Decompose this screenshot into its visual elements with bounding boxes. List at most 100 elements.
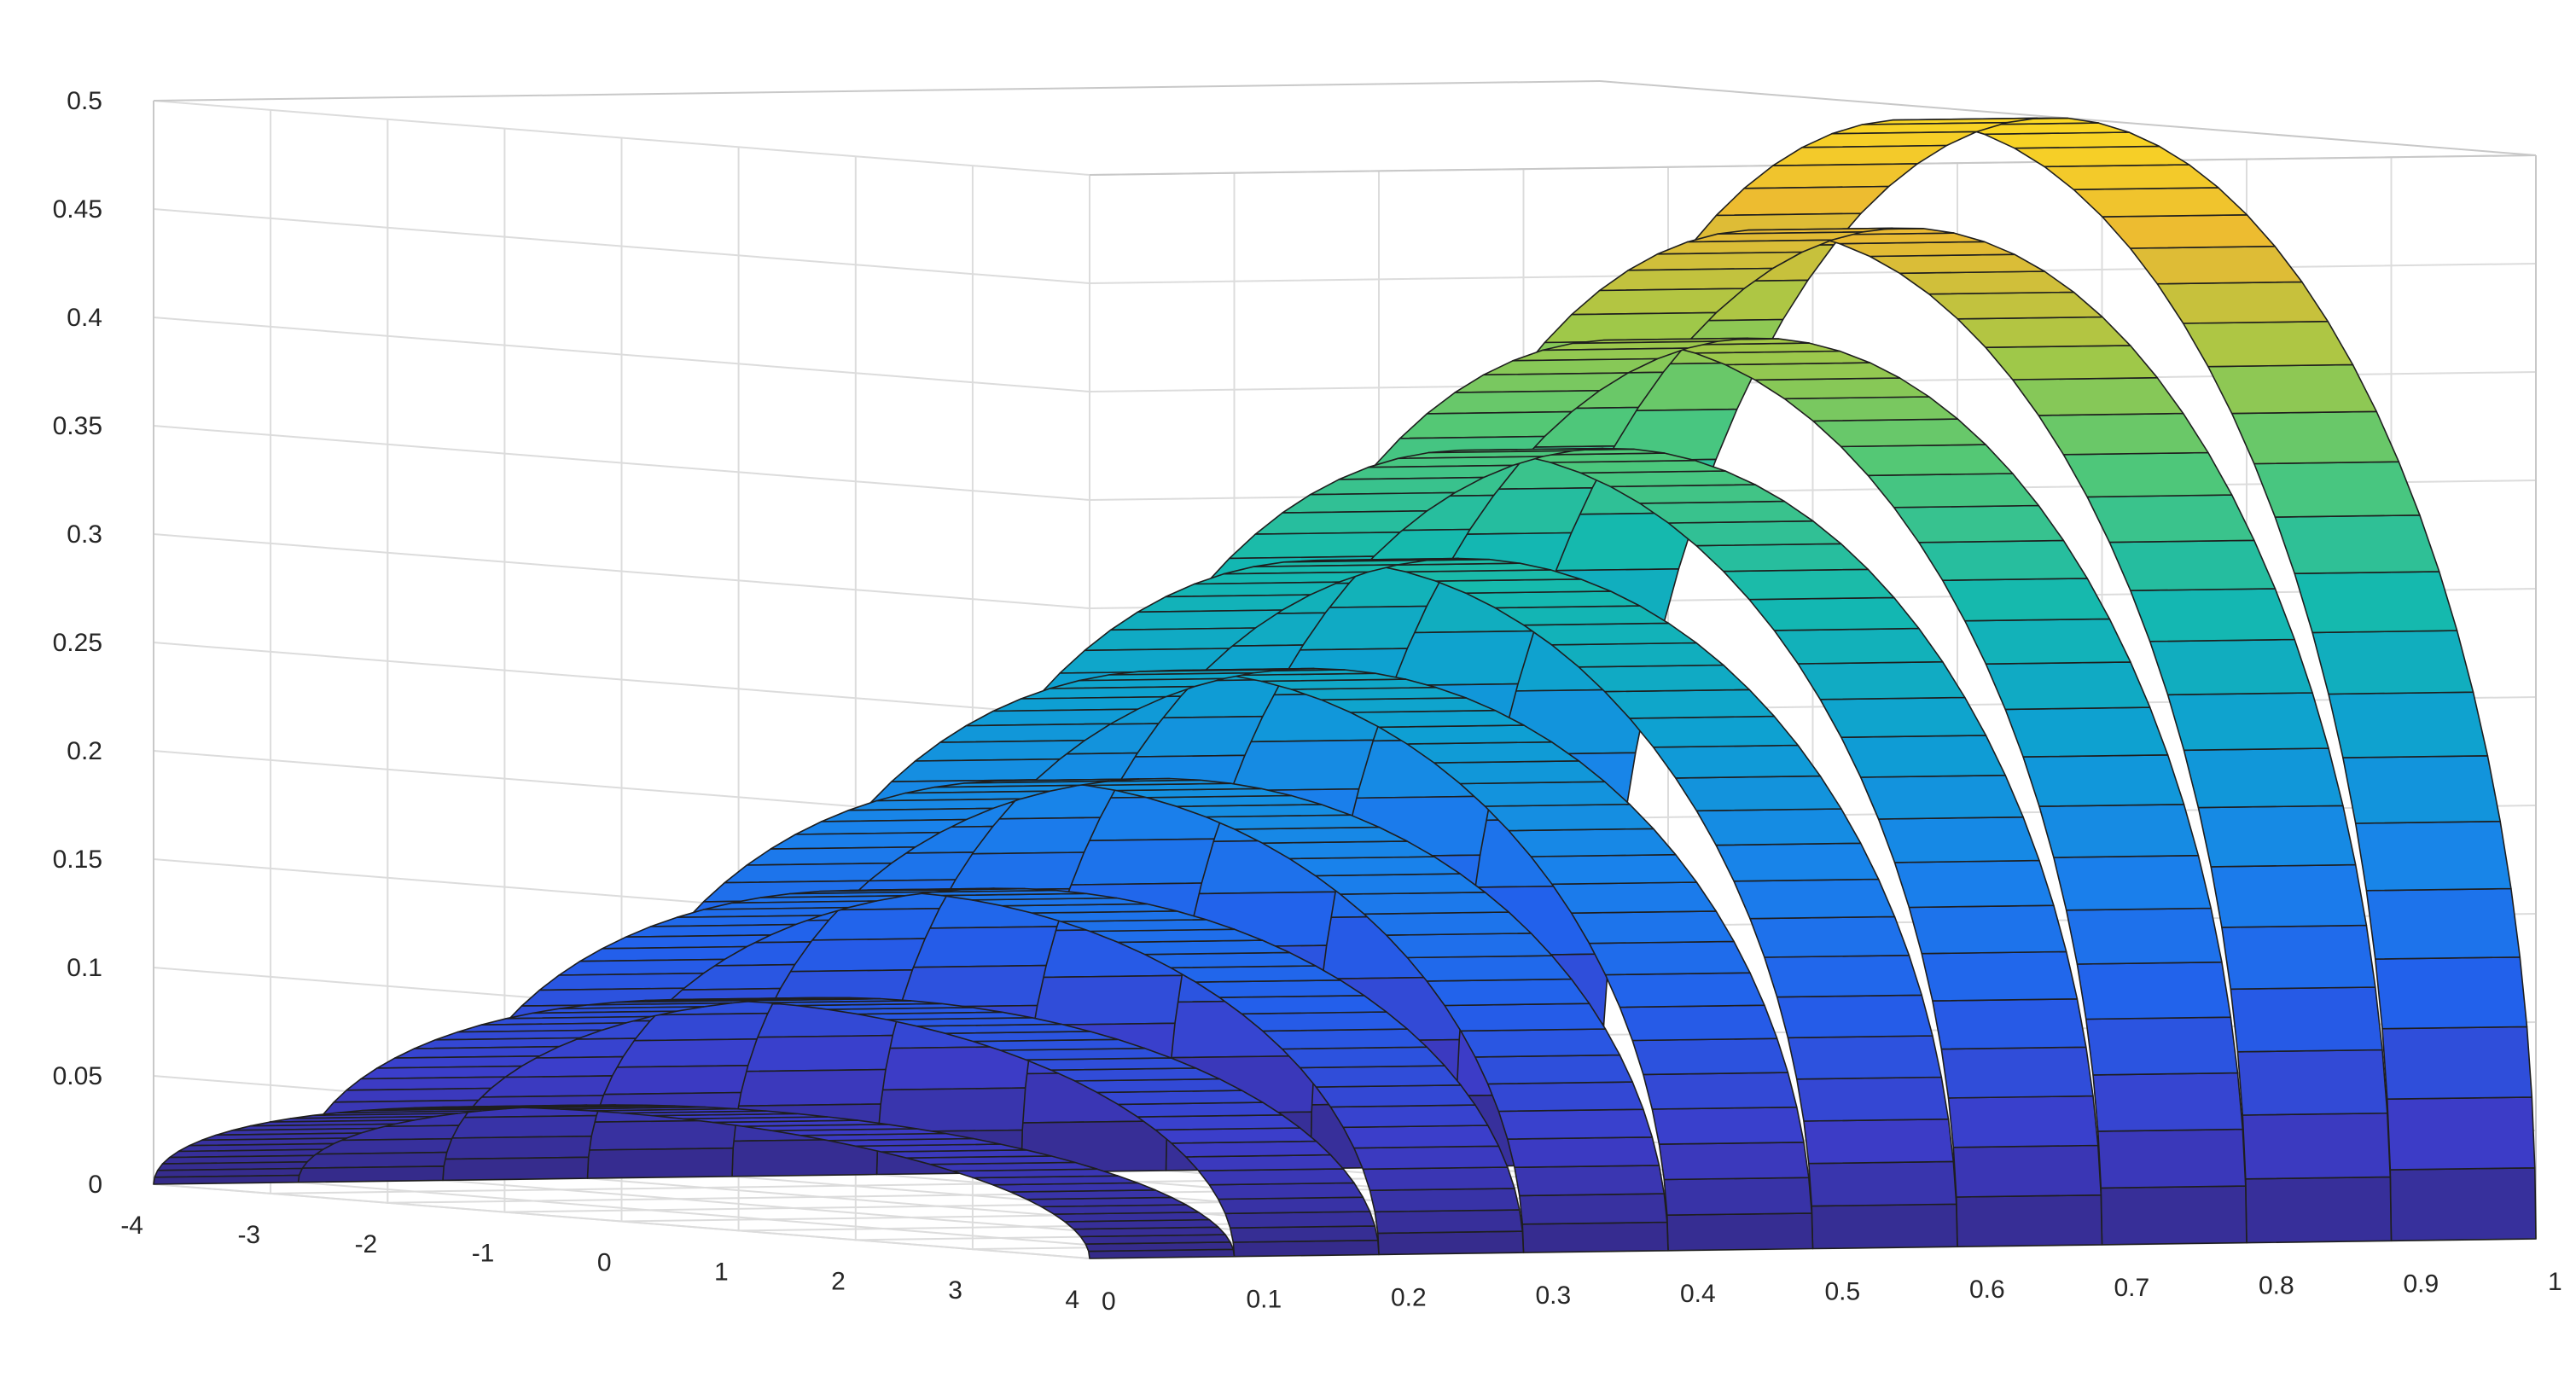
surface-strip-10-face — [1771, 144, 1948, 166]
surface-strip-2-face — [1185, 1154, 1344, 1171]
surface-strip-8-face — [1867, 473, 2039, 509]
surface-strip-9-face — [1571, 288, 1745, 316]
z-tick-label: 0.4 — [67, 304, 102, 332]
surface-strip-4-face — [724, 862, 893, 884]
surface-strip-6-face — [1652, 744, 1822, 779]
surface-strip-9-face — [1985, 345, 2159, 381]
surface-strip-10-face — [2044, 164, 2219, 190]
surface-strip-7-face — [1723, 568, 1895, 601]
surface-strip-10-face — [1715, 185, 1890, 217]
z-tick-label: 0.25 — [53, 629, 102, 657]
surface-strip-8-face — [1964, 618, 2131, 665]
tick-layer: 0 0.05 0.1 0.15 0.2 0.25 0.3 0.35 0.4 0.45 0.5 -4 -3… — [53, 87, 2562, 1316]
surface-strip-10-face — [2311, 630, 2474, 695]
surface-strip-5-face — [1663, 1177, 1813, 1216]
surface-strip-7-face — [1667, 520, 1842, 547]
surface-strip-9-face — [1957, 316, 2131, 349]
surface-strip-4-face — [1340, 892, 1509, 915]
grid-line-z — [153, 317, 2537, 393]
surface-strip-9-face — [2210, 863, 2368, 928]
surface-strip-3-face — [1315, 1084, 1476, 1108]
surface-strip-6-face — [1137, 594, 1311, 613]
surface-strip-9-face — [2062, 451, 2233, 498]
surface-strip-10-face — [2014, 145, 2190, 168]
surface-strip-9-face — [1598, 267, 1774, 292]
surface-strip-4-face — [1363, 911, 1532, 936]
surface-strip-2-face — [1171, 1140, 1332, 1158]
surface-strip-4-face — [586, 1147, 735, 1179]
surface-strip-3-face — [1374, 1209, 1524, 1235]
surface-strip-2-face — [1218, 1196, 1371, 1215]
surface-strip-7-face — [1773, 627, 1944, 665]
y-tick-label: 0.6 — [1969, 1276, 2005, 1304]
surface-strip-6-face — [1523, 622, 1697, 646]
surface-strip-5-face — [1378, 724, 1553, 745]
surface-strip-6-face — [1578, 664, 1750, 693]
surface-strip-7-face — [1579, 470, 1756, 488]
surface-strip-4-face — [1288, 856, 1461, 877]
surface-strip-7-face — [1940, 1046, 2094, 1099]
surface-strip-9-face — [2183, 747, 2344, 809]
y-tick-label: 0.3 — [1536, 1281, 1572, 1310]
surface-strip-10-face — [2365, 887, 2521, 960]
surface-strip-9-face — [2166, 692, 2329, 752]
surface-strip-8-face — [1724, 362, 1901, 381]
surface-strip-5-face — [1658, 1142, 1810, 1181]
axis-box-edge — [153, 80, 1601, 102]
surface-strip-5-face — [1666, 1212, 1814, 1252]
surface-strip-8-face — [1812, 418, 1986, 448]
surface-strip-6-face — [1715, 842, 1880, 882]
surface-strip-4-face — [587, 1119, 737, 1151]
surface-strip-8-face — [1985, 661, 2151, 711]
surface-strip-7-face — [1921, 950, 2079, 1002]
surface-strip-3-face — [1299, 1065, 1462, 1088]
surface-strip-6-face — [1550, 642, 1724, 668]
surface-strip-5-face — [1484, 803, 1654, 832]
surface-strip-4-face — [1406, 955, 1573, 982]
surface-strip-9-face — [2245, 1176, 2393, 1244]
surface-strip-9-face — [2236, 1049, 2388, 1116]
y-tick-label: 1 — [2548, 1268, 2562, 1296]
surface-strip-10-face — [2156, 281, 2329, 324]
z-tick-label: 0 — [88, 1171, 102, 1199]
surface-strip-7-face — [1797, 660, 1966, 700]
surface-strip-7-face — [1282, 491, 1456, 514]
surface-strip-6-face — [1603, 689, 1776, 719]
surface-strip-5-face — [1530, 853, 1698, 886]
surface-strip-10-face — [2207, 363, 2377, 415]
surface-strip-3-face — [1218, 995, 1387, 1015]
y-tick-label: 0 — [1102, 1287, 1116, 1316]
surface-strip-8-face — [1840, 444, 2014, 477]
surface-strip-10-face — [2381, 1026, 2533, 1100]
x-tick-label: -1 — [472, 1240, 495, 1268]
surface-strip-8-face — [2022, 753, 2185, 807]
surface-strip-5-face — [1350, 709, 1525, 729]
surface-strip-6-face — [1764, 954, 1922, 998]
surface-strip-5-face — [740, 1034, 893, 1072]
z-tick-label: 0.45 — [53, 195, 102, 224]
surface-strip-8-face — [1918, 539, 2088, 582]
surface-strip-6-face — [1749, 915, 1910, 958]
surface-strip-9-face — [2012, 376, 2184, 416]
surface-strip-8-face — [1426, 389, 1601, 415]
surface-strip-4-face — [1234, 826, 1408, 845]
surface-strip-10-face — [2389, 1167, 2537, 1242]
surface-strip-6-face — [1084, 627, 1257, 652]
surface-strip-6-face — [1787, 1035, 1943, 1080]
surface-strip-8-face — [2100, 1185, 2247, 1246]
surface-strip-9-face — [1899, 270, 2075, 295]
surface-strip-10-face — [2328, 691, 2489, 758]
surface-strip-9-face — [2130, 588, 2295, 642]
y-tick-label: 0.1 — [1247, 1286, 1282, 1314]
surface-strip-7-face — [1877, 816, 2040, 863]
surface-strip-3-face — [1369, 1188, 1521, 1213]
surface-strip-5-face — [891, 758, 1061, 783]
surface-strip-4-face — [1314, 873, 1486, 895]
surface-strip-9-face — [2149, 638, 2313, 696]
surface-strip-7-face — [1908, 904, 2067, 955]
surface-strip-4-face — [1521, 1221, 1669, 1253]
y-tick-label: 0.7 — [2114, 1274, 2150, 1302]
z-tick-label: 0.15 — [53, 846, 102, 874]
surface-strip-8-face — [2065, 907, 2223, 965]
surface-strip-7-face — [1840, 735, 2006, 778]
